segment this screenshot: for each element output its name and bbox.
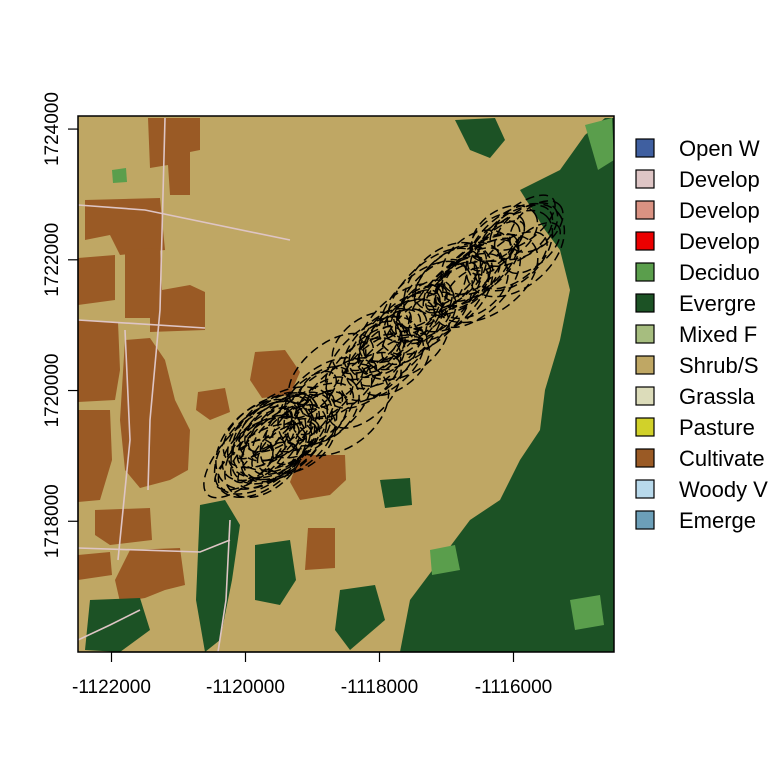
contour-ellipse [283,370,338,419]
contour-ellipse [403,241,494,333]
x-tick-label: -1122000 [72,677,151,698]
contour-ellipse [240,403,328,483]
contour-ellipse [341,325,403,381]
legend-swatch [635,448,655,468]
legend-label: Shrub/S [679,353,759,378]
contour-ellipse [256,422,313,473]
contour-ellipse [509,200,564,253]
developed-roads [78,117,291,652]
legend-swatch [635,386,655,406]
contour-ellipse [469,212,526,263]
legend-swatch [635,200,655,220]
contour-ellipse [283,362,390,457]
legend-label: Pasture [679,415,755,440]
contour-ellipse [217,423,307,495]
x-tick-label: -1116000 [475,677,552,698]
x-axis: -1122000 -1120000 -1118000 -1116000 [72,651,552,698]
contour-ellipse [244,395,314,453]
contour-ellipse [297,366,354,419]
contour-ellipse [441,247,503,296]
contour-ellipse [436,232,519,308]
legend-label: Cultivate [679,446,765,471]
contour-ellipse [473,209,554,292]
y-tick-label: 1720000 [42,354,63,428]
map-panel [78,116,614,652]
legend-label: Grassla [679,384,756,409]
deciduous-forest-patches [112,118,614,630]
contour-ellipse [203,405,293,499]
legend-swatch [635,293,655,313]
evergreen-forest-patches [85,118,614,652]
contour-ellipse [392,284,448,329]
legend-label: Mixed F [679,322,757,347]
contour-ellipse [340,330,425,402]
legend-label: Develop [679,229,760,254]
contour-ellipse [236,415,296,469]
legend-swatch [635,169,655,189]
contour-ellipses [203,194,566,499]
legend-label: Develop [679,198,760,223]
contour-ellipse [325,337,402,409]
contour-ellipse [213,400,312,499]
legend-swatch [635,479,655,499]
contour-ellipse [469,220,526,272]
contour-ellipse [305,357,378,420]
legend-label: Deciduo [679,260,760,285]
legend-swatch [635,231,655,251]
contour-ellipse [478,204,554,268]
contour-ellipse [477,231,548,290]
legend-label: Develop [679,167,760,192]
contour-ellipse [493,202,559,261]
legend: Open W Develop Develop Develop Deciduo Evergr… [635,136,768,533]
contour-ellipse [433,238,522,329]
y-tick-label: 1718000 [42,484,63,558]
contour-ellipse [394,283,456,345]
legend-swatch [635,417,655,437]
contour-ellipse [466,220,521,276]
contour-ellipse [324,316,420,405]
legend-swatch [635,138,655,158]
contour-ellipse [269,390,348,459]
contour-ellipse [470,204,539,263]
contour-ellipse [358,298,450,381]
contour-ellipse [414,245,488,311]
contour-ellipse [238,391,318,462]
contour-ellipse [287,332,375,411]
y-tick-label: 1722000 [42,223,63,297]
cultivated-crops-patches [78,118,346,602]
legend-swatch [635,355,655,375]
y-axis: 1718000 1720000 1722000 1724000 [42,92,79,558]
contour-ellipse [292,376,360,444]
contour-ellipse [504,221,562,275]
contour-ellipse [378,260,474,356]
legend-label: Emerge [679,508,756,533]
contour-ellipse [292,389,344,436]
legend-label: Evergre [679,291,756,316]
x-tick-label: -1118000 [341,677,418,698]
y-tick-label: 1724000 [42,92,63,166]
contour-ellipse [356,323,409,374]
contour-ellipse [433,233,539,324]
contour-ellipse [360,335,431,397]
legend-swatch [635,324,655,344]
contour-ellipse [232,407,293,460]
legend-label: Open W [679,136,760,161]
legend-swatch [635,262,655,282]
contour-ellipse [237,441,298,490]
contour-ellipse [390,289,441,337]
contour-ellipse [362,308,422,363]
legend-label: Woody V [679,477,768,502]
x-tick-label: -1120000 [206,677,285,698]
legend-swatch [635,510,655,530]
contour-ellipse [413,241,502,317]
contour-ellipse [231,386,338,481]
